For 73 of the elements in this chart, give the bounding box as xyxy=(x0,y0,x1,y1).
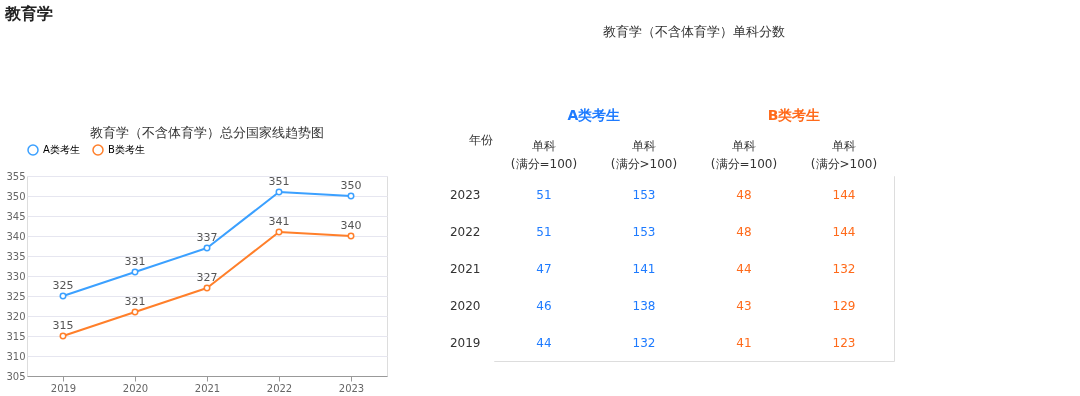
y-tick-label: 305 xyxy=(6,370,26,382)
data-label: 51 xyxy=(536,224,552,239)
data-label: 153 xyxy=(632,224,656,239)
x-tick-label: 单科 (满分>100) xyxy=(810,138,878,171)
y-tick-label: 310 xyxy=(6,350,26,362)
point xyxy=(131,268,139,276)
data-label: 331 xyxy=(124,255,146,268)
data-label: 43 xyxy=(736,298,752,313)
y-tick-label: 345 xyxy=(6,210,26,222)
data-label: 51 xyxy=(536,187,552,202)
legend-label: A类考生 xyxy=(43,144,80,155)
y-tick-label: 330 xyxy=(6,270,26,282)
data-label: 141 xyxy=(632,261,656,276)
x-tick-label: 单科 (满分=100) xyxy=(510,138,578,171)
y-tick-label: 350 xyxy=(6,190,26,202)
data-label: 138 xyxy=(632,298,656,313)
y-tick-label: 2020 xyxy=(449,298,481,313)
point xyxy=(131,308,139,316)
y-tick-label: 2019 xyxy=(449,335,481,350)
x-tick-label: 2022 xyxy=(266,382,293,394)
data-label: 123 xyxy=(832,335,856,350)
data-label: 144 xyxy=(832,224,856,239)
y-tick-label: 2023 xyxy=(449,187,481,202)
data-label: 47 xyxy=(536,261,552,276)
legend-label: B类考生 xyxy=(108,144,145,155)
data-label: 46 xyxy=(536,298,552,313)
chart-title: 教育学（不含体育学）总分国家线趋势图 xyxy=(90,125,324,140)
data-label: 41 xyxy=(736,335,752,350)
data-label: 341 xyxy=(268,215,290,228)
point xyxy=(347,192,355,200)
x-tick-label: 单科 (满分=100) xyxy=(710,138,778,171)
chart-title: 教育学（不含体育学）单科分数 xyxy=(603,24,785,39)
point xyxy=(347,232,355,240)
data-label: 129 xyxy=(832,298,856,313)
data-label: 315 xyxy=(52,319,74,332)
y-tick-label: 340 xyxy=(6,230,26,242)
text: B类考生 xyxy=(767,107,821,123)
point xyxy=(203,244,211,252)
text: 教育学 xyxy=(4,3,54,23)
data-label: 340 xyxy=(340,219,362,232)
y-tick-label: 2022 xyxy=(449,224,481,239)
x-tick-label: 2021 xyxy=(194,382,221,394)
point xyxy=(203,284,211,292)
point xyxy=(59,292,67,300)
y-tick-label: 335 xyxy=(6,250,26,262)
x-tick-label: 2023 xyxy=(338,382,365,394)
data-label: 337 xyxy=(196,231,218,244)
data-label: 153 xyxy=(632,187,656,202)
y-tick-label: 355 xyxy=(6,170,26,182)
data-label: 350 xyxy=(340,179,362,192)
data-label: 327 xyxy=(196,271,218,284)
y-tick-label: 315 xyxy=(6,330,26,342)
point xyxy=(275,228,283,236)
y-axis-title: 年份 xyxy=(468,132,493,147)
data-label: 321 xyxy=(124,295,146,308)
point xyxy=(275,188,283,196)
data-label: 44 xyxy=(736,261,752,276)
data-label: 48 xyxy=(736,187,752,202)
data-label: 351 xyxy=(268,175,290,188)
point xyxy=(59,332,67,340)
y-tick-label: 325 xyxy=(6,290,26,302)
data-label: 132 xyxy=(632,335,656,350)
x-tick-label: 2019 xyxy=(50,382,77,394)
y-tick-label: 2021 xyxy=(449,261,481,276)
text: A类考生 xyxy=(567,107,621,123)
data-label: 325 xyxy=(52,279,74,292)
x-tick-label: 2020 xyxy=(122,382,149,394)
data-label: 144 xyxy=(832,187,856,202)
data-label: 48 xyxy=(736,224,752,239)
data-label: 44 xyxy=(536,335,552,350)
data-label: 132 xyxy=(832,261,856,276)
y-tick-label: 320 xyxy=(6,310,26,322)
x-tick-label: 单科 (满分>100) xyxy=(610,138,678,171)
